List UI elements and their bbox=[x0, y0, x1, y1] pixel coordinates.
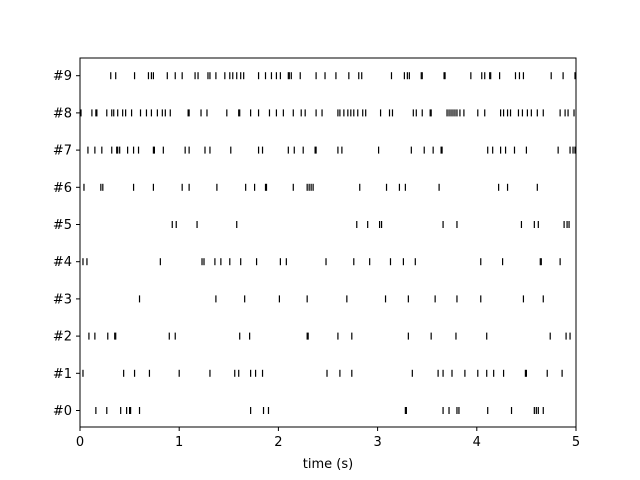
y-tick-label: #3 bbox=[53, 292, 72, 307]
axes-frame bbox=[79, 57, 577, 428]
x-axis-title: time (s) bbox=[303, 457, 353, 472]
x-tick-label: 5 bbox=[572, 435, 580, 450]
x-tick-label: 1 bbox=[175, 435, 183, 450]
y-tick-label: #6 bbox=[53, 181, 72, 196]
x-axis: 0 1 2 3 4 5 bbox=[76, 427, 580, 450]
plot-frame bbox=[79, 57, 577, 428]
y-tick-label: #9 bbox=[53, 69, 72, 84]
y-axis: #0 #1 #2 #3 #4 #5 #6 #7 #8 #9 bbox=[53, 69, 80, 419]
y-tick-label: #5 bbox=[53, 218, 72, 233]
x-tick-label: 4 bbox=[473, 435, 481, 450]
y-tick-label: #0 bbox=[53, 404, 72, 419]
x-tick-label: 2 bbox=[274, 435, 282, 450]
y-tick-label: #4 bbox=[53, 255, 72, 270]
event-marks bbox=[80, 72, 576, 414]
x-tick-label: 3 bbox=[373, 435, 381, 450]
y-tick-label: #1 bbox=[53, 367, 72, 382]
y-tick-label: #8 bbox=[53, 106, 72, 121]
y-tick-label: #7 bbox=[53, 144, 72, 159]
x-tick-label: 0 bbox=[76, 435, 84, 450]
y-tick-label: #2 bbox=[53, 330, 72, 345]
